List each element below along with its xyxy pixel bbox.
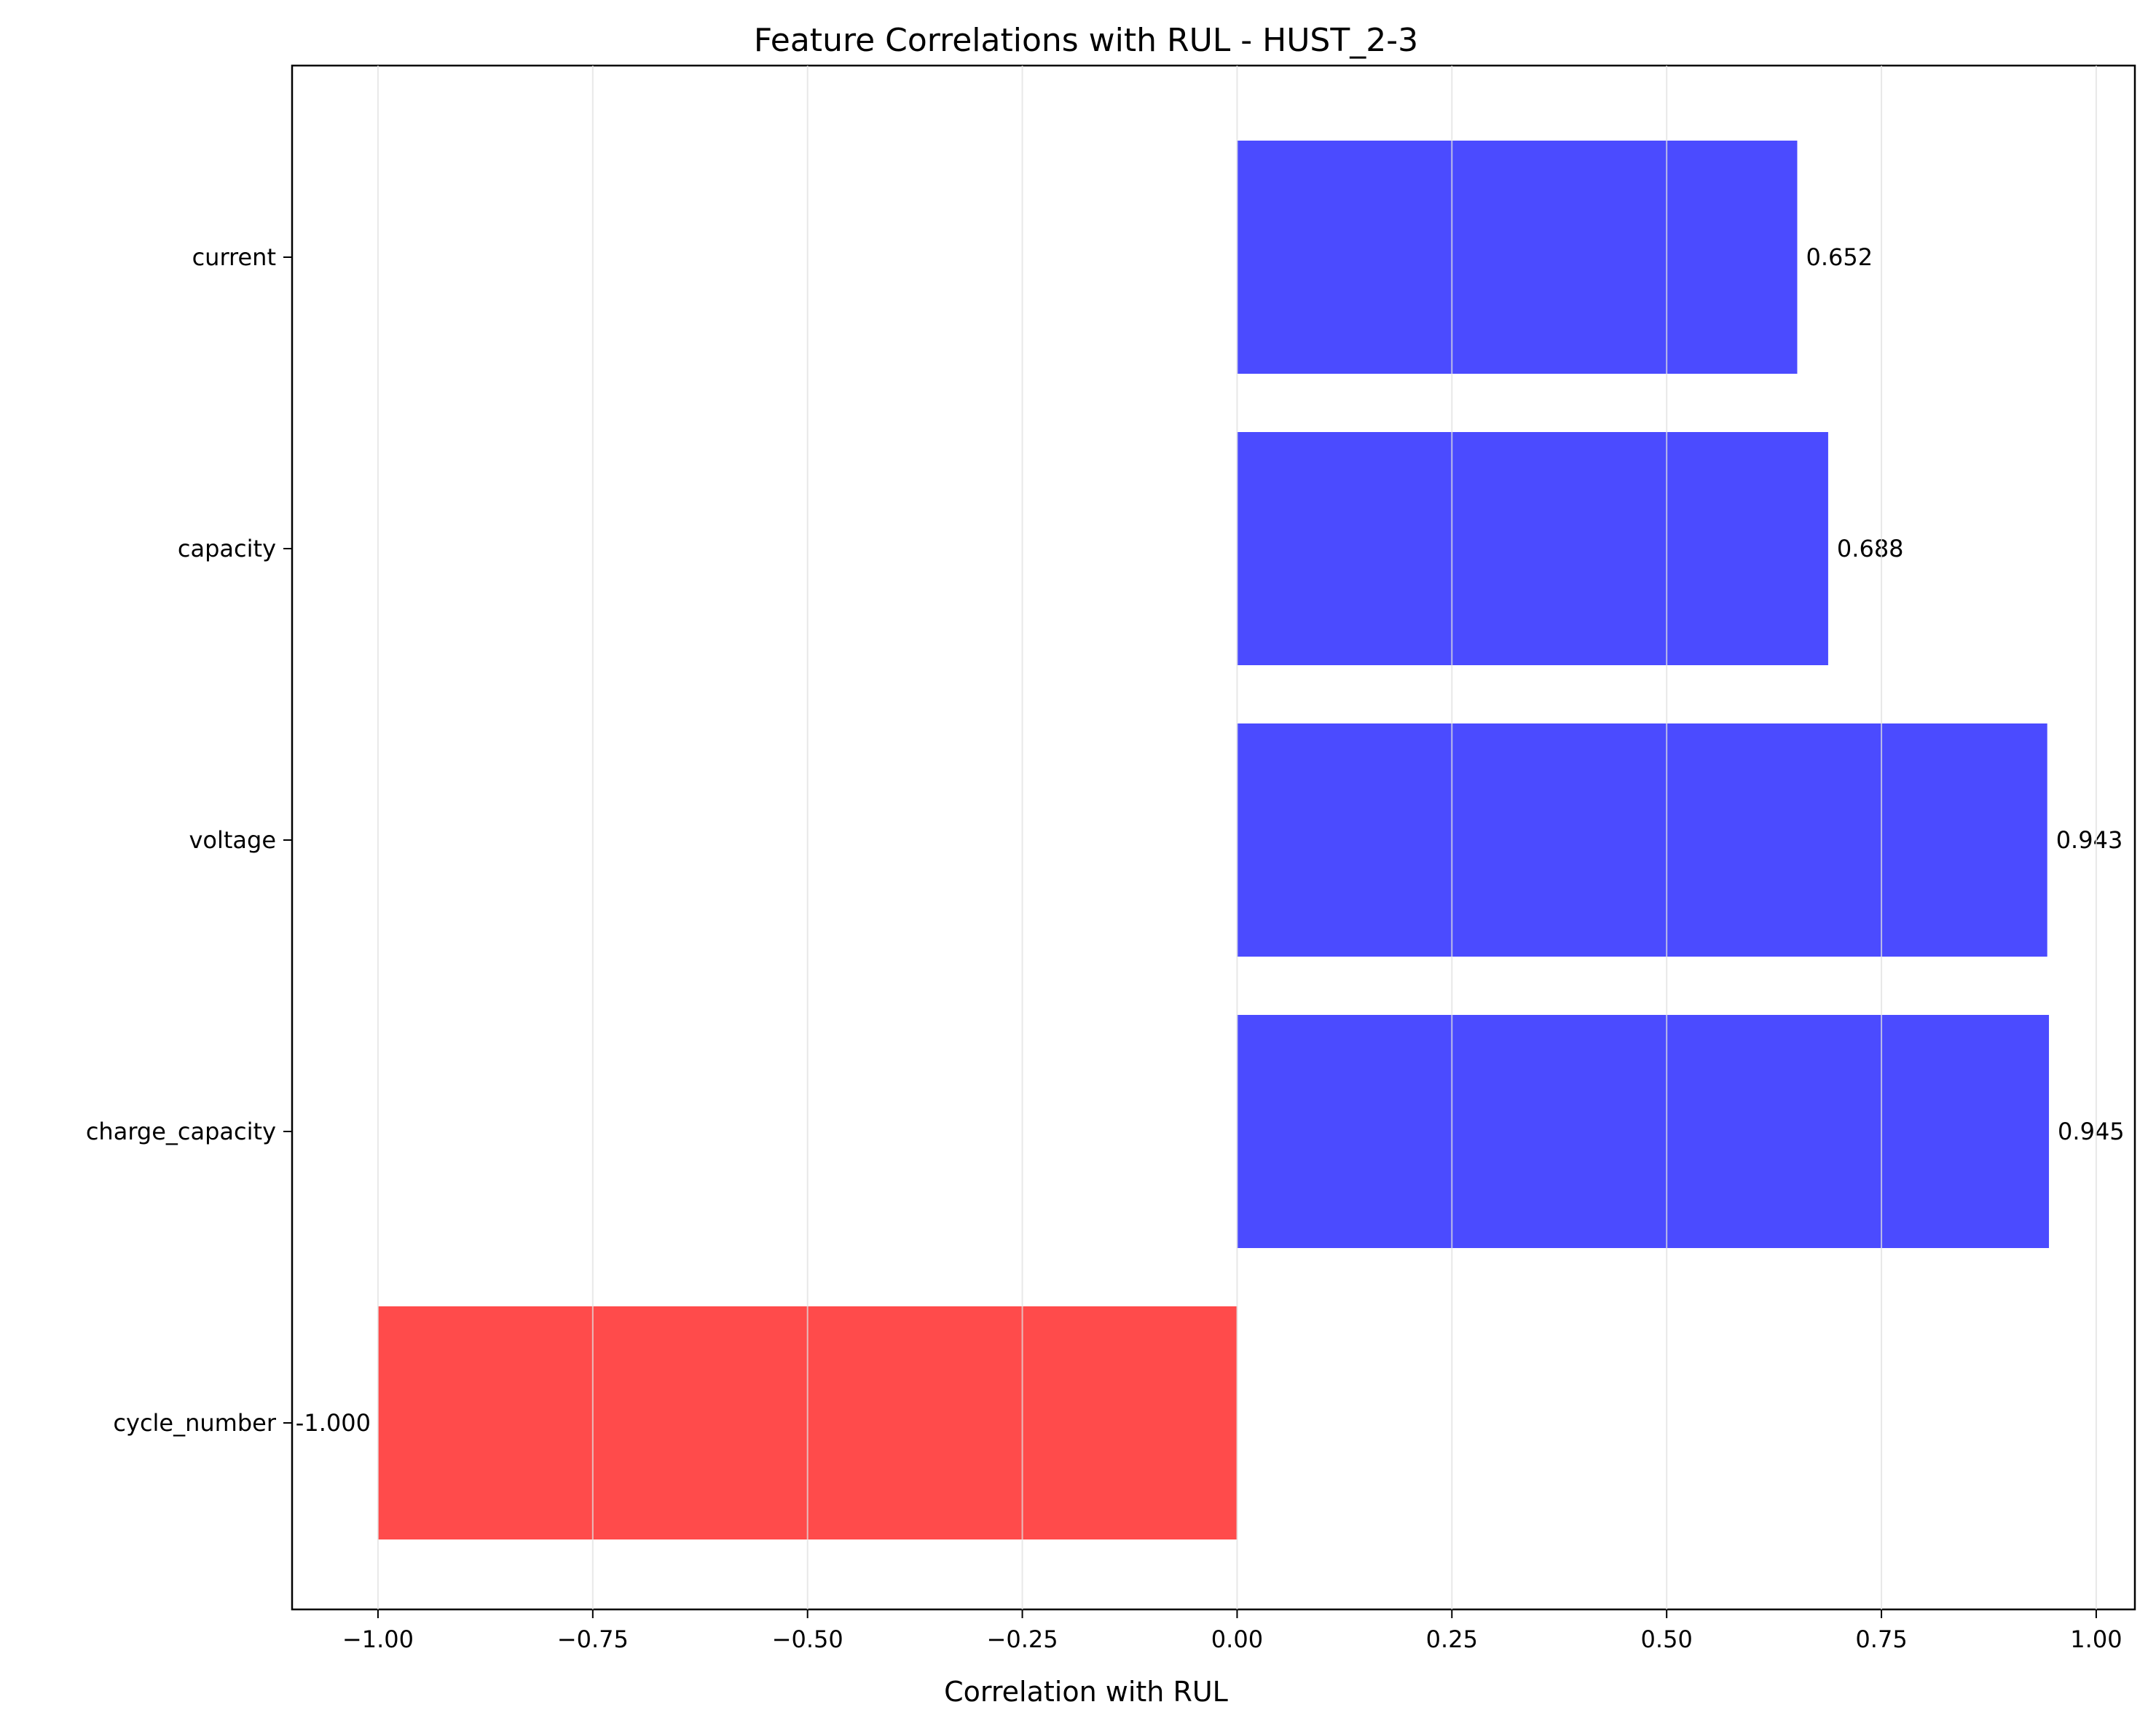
- x-tick-label: −0.75: [557, 1625, 629, 1653]
- data-label: -1.000: [296, 1409, 371, 1437]
- x-tick-label: 0.25: [1426, 1625, 1478, 1653]
- x-tick-label: 0.00: [1211, 1625, 1263, 1653]
- chart-title: Feature Correlations with RUL - HUST_2-3: [754, 22, 1418, 59]
- bar-current: [1237, 141, 1798, 374]
- y-tick-label: current: [192, 243, 276, 271]
- x-tick-label: −0.50: [772, 1625, 843, 1653]
- y-tick-label: voltage: [189, 826, 276, 854]
- x-tick-label: 1.00: [2070, 1625, 2122, 1653]
- bar-charge-capacity: [1237, 1015, 2050, 1248]
- data-label: 0.652: [1806, 243, 1873, 271]
- gridlines: [377, 66, 2097, 1609]
- bars: [377, 141, 2050, 1539]
- y-tick-label: cycle_number: [113, 1409, 276, 1437]
- bar-capacity: [1237, 432, 1828, 665]
- bar-voltage: [1237, 723, 2047, 957]
- labels: −1.00 −0.75 −0.50 −0.25 0.00 0.25 0.50 0.75 1.00…: [86, 243, 2125, 1653]
- data-label: 0.945: [2058, 1118, 2125, 1145]
- data-label: 0.943: [2056, 826, 2123, 854]
- x-tick-label: 0.75: [1855, 1625, 1907, 1653]
- data-label: 0.688: [1837, 535, 1904, 562]
- x-tick-label: −0.25: [987, 1625, 1058, 1653]
- y-tick-label: capacity: [178, 535, 276, 562]
- x-axis-label: Correlation with RUL: [944, 1676, 1228, 1708]
- y-tick-label: charge_capacity: [86, 1118, 276, 1145]
- axes: [283, 64, 2136, 1618]
- plot-frame: [291, 64, 2136, 1611]
- x-tick-label: −1.00: [342, 1625, 414, 1653]
- x-tick-label: 0.50: [1641, 1625, 1693, 1653]
